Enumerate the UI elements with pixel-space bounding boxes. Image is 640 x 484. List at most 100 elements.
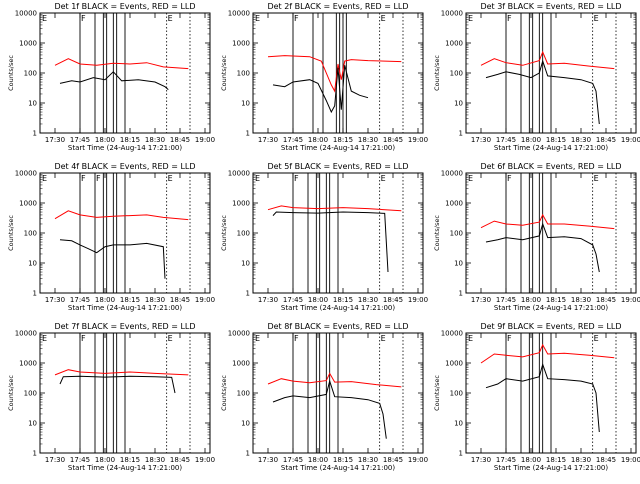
- events-series-line: [272, 211, 389, 273]
- marker-letter: F: [81, 334, 86, 343]
- x-tick-label: 18:00: [308, 136, 328, 144]
- y-tick-label: 1: [459, 130, 463, 138]
- detector-panel: Det 3f BLACK = Events, RED = LLD 1 10 100 10…: [433, 2, 640, 152]
- x-tick-label: 18:15: [546, 456, 566, 464]
- y-tick-label: 1000: [19, 200, 37, 208]
- x-tick-label: 18:30: [145, 456, 165, 464]
- panel-title: Det 9f BLACK = Events, RED = LLD: [480, 322, 621, 331]
- detector-panel: Det 7f BLACK = Events, RED = LLD 1 10 100 10…: [7, 322, 215, 472]
- x-tick-label: 18:45: [596, 296, 616, 304]
- x-tick-label: 18:00: [521, 456, 541, 464]
- marker-letter: F: [507, 14, 512, 23]
- y-tick-label: 1000: [19, 40, 37, 48]
- events-series-line: [485, 222, 600, 273]
- detector-panel: Det 6f BLACK = Events, RED = LLD 1 10 100 10…: [433, 162, 640, 312]
- panel-title: Det 4f BLACK = Events, RED = LLD: [54, 162, 195, 171]
- detector-panel: Det 5f BLACK = Events, RED = LLD 1 10 100 10…: [220, 162, 428, 312]
- x-tick-label: 18:15: [333, 296, 353, 304]
- marker-letter: F: [507, 334, 512, 343]
- events-series-line: [59, 71, 169, 90]
- marker-letter: F: [294, 334, 299, 343]
- y-tick-label: 1000: [19, 360, 37, 368]
- y-axis-label: Counts/sec: [433, 55, 441, 91]
- x-tick-label: 17:30: [471, 296, 491, 304]
- y-tick-label: 10000: [15, 170, 37, 178]
- x-tick-label: 18:30: [358, 136, 378, 144]
- x-tick-label: 18:30: [571, 456, 591, 464]
- y-tick-label: 1000: [445, 40, 463, 48]
- y-tick-label: 10: [241, 420, 250, 428]
- x-tick-label: 18:15: [120, 456, 140, 464]
- x-tick-label: 19:00: [408, 296, 428, 304]
- y-tick-label: 100: [450, 230, 463, 238]
- y-tick-label: 10: [454, 420, 463, 428]
- lld-series-line: [54, 58, 189, 70]
- x-tick-label: 17:45: [496, 456, 516, 464]
- y-tick-label: 1: [33, 450, 37, 458]
- y-tick-label: 10000: [441, 10, 463, 18]
- x-tick-label: 17:45: [496, 136, 516, 144]
- x-tick-label: 18:45: [596, 136, 616, 144]
- y-axis-label: Counts/sec: [433, 215, 441, 251]
- lld-series-line: [480, 213, 615, 230]
- y-tick-label: 1000: [232, 360, 250, 368]
- y-tick-label: 100: [237, 230, 250, 238]
- lld-series-line: [54, 210, 189, 221]
- x-tick-label: 17:30: [471, 456, 491, 464]
- lld-series-line: [267, 55, 402, 93]
- marker-letter: E: [468, 334, 473, 343]
- x-tick-label: 18:00: [95, 456, 115, 464]
- y-tick-label: 1000: [445, 200, 463, 208]
- x-axis-label: Start Time (24-Aug-14 17:21:00): [68, 144, 182, 152]
- x-tick-label: 18:30: [571, 296, 591, 304]
- y-tick-label: 10000: [441, 330, 463, 338]
- marker-letter: F: [294, 14, 299, 23]
- marker-letter: E: [255, 174, 260, 183]
- x-axis-label: Start Time (24-Aug-14 17:21:00): [494, 304, 608, 312]
- y-tick-label: 10000: [228, 10, 250, 18]
- x-tick-label: 18:45: [383, 136, 403, 144]
- x-tick-label: 18:45: [170, 136, 190, 144]
- x-tick-label: 19:00: [195, 296, 215, 304]
- panel-title: Det 5f BLACK = Events, RED = LLD: [267, 162, 408, 171]
- y-tick-label: 100: [24, 390, 37, 398]
- marker-letter: E: [168, 334, 173, 343]
- x-tick-label: 17:45: [283, 456, 303, 464]
- y-tick-label: 1: [459, 290, 463, 298]
- x-tick-label: 19:00: [195, 456, 215, 464]
- y-tick-label: 10: [454, 260, 463, 268]
- marker-letter: E: [381, 14, 386, 23]
- x-tick-label: 18:45: [383, 296, 403, 304]
- y-axis-label: Counts/sec: [7, 215, 15, 251]
- panel-title: Det 3f BLACK = Events, RED = LLD: [480, 2, 621, 11]
- x-tick-label: 18:15: [333, 136, 353, 144]
- y-axis-label: Counts/sec: [7, 55, 15, 91]
- marker-letter: E: [42, 14, 47, 23]
- y-axis-label: Counts/sec: [220, 215, 228, 251]
- x-tick-label: 18:15: [333, 456, 353, 464]
- x-axis-label: Start Time (24-Aug-14 17:21:00): [68, 304, 182, 312]
- y-tick-label: 10000: [15, 330, 37, 338]
- y-tick-label: 1: [33, 290, 37, 298]
- x-tick-label: 18:45: [383, 456, 403, 464]
- y-tick-label: 1: [459, 450, 463, 458]
- y-tick-label: 10: [28, 100, 37, 108]
- x-tick-label: 19:00: [621, 456, 640, 464]
- y-tick-label: 1: [33, 130, 37, 138]
- marker-letter: F: [81, 174, 86, 183]
- x-tick-label: 17:45: [70, 136, 90, 144]
- events-series-line: [485, 59, 600, 125]
- marker-letter: E: [468, 14, 473, 23]
- x-tick-label: 18:45: [170, 296, 190, 304]
- y-tick-label: 10000: [15, 10, 37, 18]
- marker-letter: F: [81, 14, 86, 23]
- x-tick-label: 19:00: [621, 136, 640, 144]
- x-tick-label: 18:00: [308, 296, 328, 304]
- x-tick-label: 18:15: [546, 296, 566, 304]
- x-tick-label: 17:45: [283, 296, 303, 304]
- y-tick-label: 10000: [441, 170, 463, 178]
- y-axis-label: Counts/sec: [7, 375, 15, 411]
- panel-title: Det 2f BLACK = Events, RED = LLD: [267, 2, 408, 11]
- lld-series-line: [267, 205, 402, 212]
